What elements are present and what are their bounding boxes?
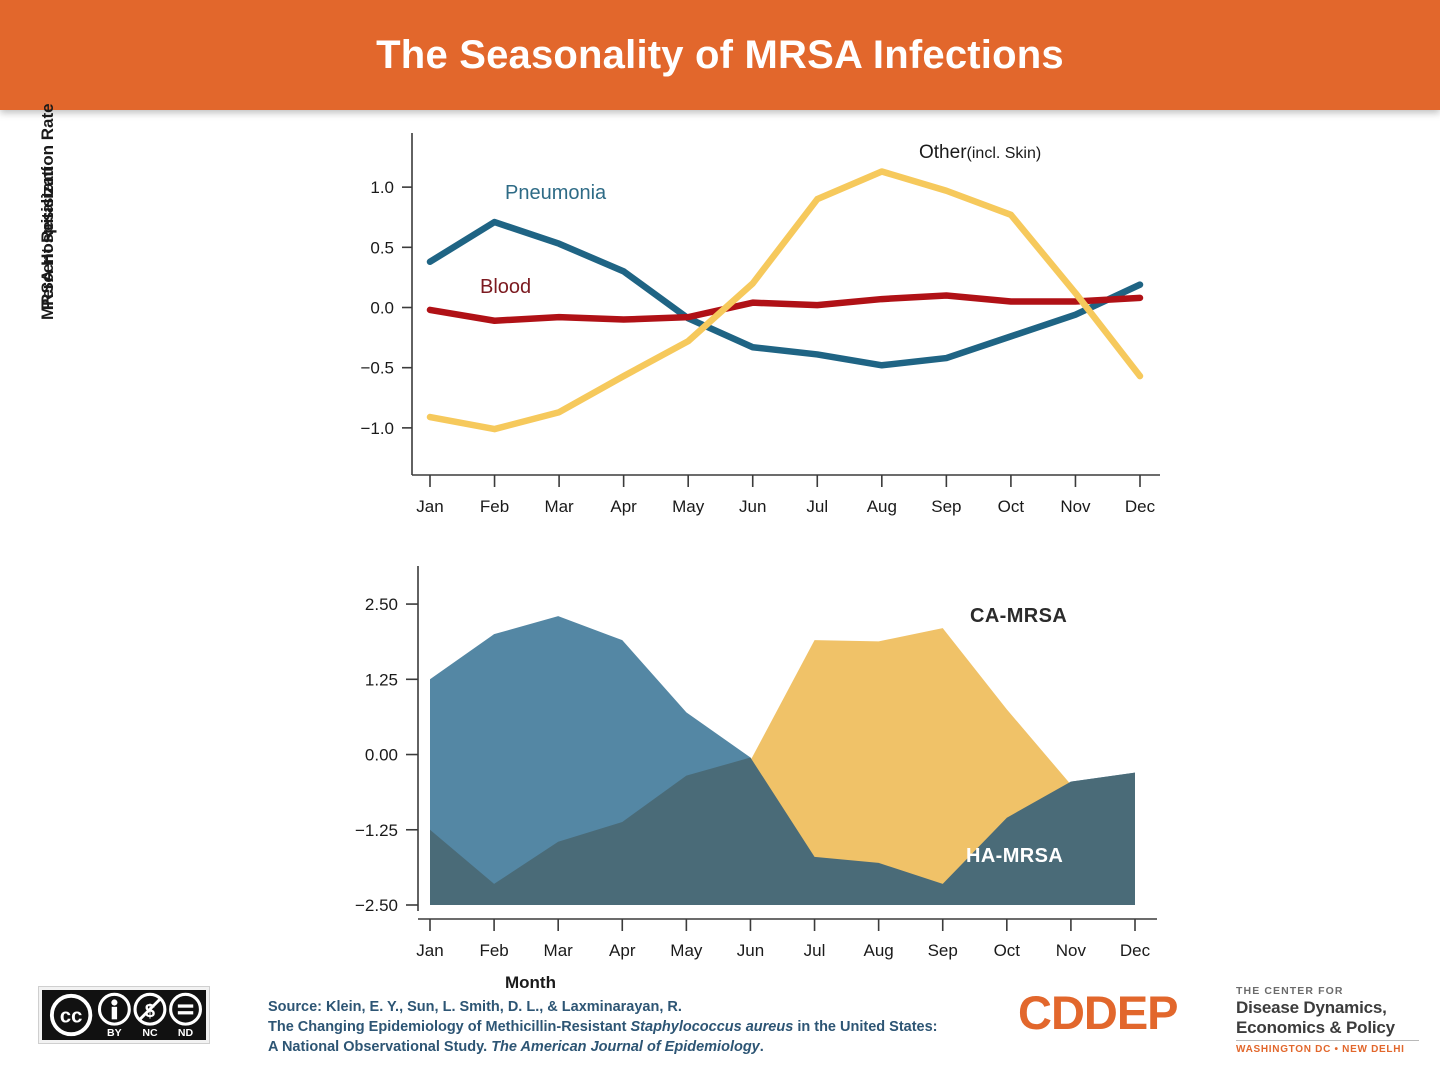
svg-text:Oct: Oct xyxy=(994,941,1021,960)
svg-text:Jun: Jun xyxy=(737,941,764,960)
cddep-divider xyxy=(1236,1040,1419,1041)
svg-text:1.0: 1.0 xyxy=(370,178,394,197)
bottom-chart-svg: 2.50 1.25 0.00 −1.25 −2.50 Jan Feb Mar Apr May Jun… xyxy=(355,566,1157,960)
svg-text:Mar: Mar xyxy=(544,941,574,960)
svg-text:Feb: Feb xyxy=(479,941,508,960)
svg-text:Sep: Sep xyxy=(928,941,958,960)
source-line-3-b: . xyxy=(759,1039,764,1055)
svg-text:Jul: Jul xyxy=(806,497,828,516)
svg-text:−1.25: −1.25 xyxy=(355,821,398,840)
svg-text:Jan: Jan xyxy=(416,497,443,516)
svg-text:Sep: Sep xyxy=(931,497,961,516)
source-line-1: Source: Klein, E. Y., Sun, L. Smith, D. … xyxy=(268,999,682,1015)
cddep-logo[interactable]: CDDEP THE CENTER FOR Disease Dynamics, E… xyxy=(1018,983,1421,1063)
svg-text:Aug: Aug xyxy=(864,941,894,960)
svg-text:Dec: Dec xyxy=(1120,941,1151,960)
series-label-ca-mrsa: CA-MRSA xyxy=(970,605,1068,627)
svg-text:Jun: Jun xyxy=(739,497,766,516)
svg-text:May: May xyxy=(672,497,705,516)
source-citation: Source: Klein, E. Y., Sun, L. Smith, D. … xyxy=(268,997,998,1057)
bottom-chart-y-axis-label: Percent Resistant xyxy=(38,166,57,310)
svg-text:0.00: 0.00 xyxy=(365,746,398,765)
cddep-tagline-line2: Disease Dynamics, xyxy=(1236,998,1387,1017)
bottom-chart-x-axis-label: Month xyxy=(505,973,556,992)
svg-text:Apr: Apr xyxy=(610,497,637,516)
source-line-3-a: A National Observational Study. xyxy=(268,1039,492,1055)
svg-text:Feb: Feb xyxy=(480,497,509,516)
series-label-blood: Blood xyxy=(480,276,532,298)
svg-text:Apr: Apr xyxy=(609,941,636,960)
source-line-2-b: in the United States: xyxy=(793,1019,938,1035)
bottom-chart-area-plot: 2.50 1.25 0.00 −1.25 −2.50 Jan Feb Mar Apr May Jun… xyxy=(270,560,1170,975)
series-label-other-sub: (incl. Skin) xyxy=(966,145,1042,162)
svg-text:BY: BY xyxy=(107,1027,122,1039)
cc-by-nc-nd-badge: cc BY $ NC ND xyxy=(38,986,210,1044)
source-line-2: The Changing Epidemiology of Methicillin… xyxy=(268,1017,998,1037)
svg-text:0.0: 0.0 xyxy=(370,299,394,318)
cddep-tagline: THE CENTER FOR Disease Dynamics, Economi… xyxy=(1236,985,1421,1038)
top-chart-line-plot: 1.0 0.5 0.0 −0.5 −1.0 Jan Feb Mar Apr May Jun Jul Au… xyxy=(270,125,1170,525)
svg-text:0.5: 0.5 xyxy=(370,238,394,257)
svg-text:Oct: Oct xyxy=(998,497,1025,516)
svg-text:2.50: 2.50 xyxy=(365,595,398,614)
cddep-wordmark: CDDEP xyxy=(1018,986,1179,1039)
series-label-pneumonia: Pneumonia xyxy=(505,182,607,204)
source-line-3-italic: The American Journal of Epidemiology xyxy=(491,1039,760,1055)
svg-text:cc: cc xyxy=(60,1006,82,1028)
cddep-cities: WASHINGTON DC • NEW DELHI xyxy=(1236,1044,1405,1055)
series-label-other: Other(incl. Skin) xyxy=(919,142,1041,164)
svg-text:1.25: 1.25 xyxy=(365,670,398,689)
svg-text:NC: NC xyxy=(142,1027,158,1039)
svg-text:Nov: Nov xyxy=(1060,497,1091,516)
svg-text:Jul: Jul xyxy=(804,941,826,960)
source-line-3: A National Observational Study. The Amer… xyxy=(268,1037,998,1057)
svg-text:−1.0: −1.0 xyxy=(360,419,394,438)
svg-text:Nov: Nov xyxy=(1056,941,1087,960)
svg-text:ND: ND xyxy=(178,1027,194,1039)
svg-text:−0.5: −0.5 xyxy=(360,359,394,378)
top-chart-svg: 1.0 0.5 0.0 −0.5 −1.0 Jan Feb Mar Apr May Jun Jul Au… xyxy=(360,133,1160,516)
cddep-tagline-line1: THE CENTER FOR xyxy=(1236,985,1344,997)
svg-text:Aug: Aug xyxy=(867,497,897,516)
source-line-2-italic: Staphylococcus aureus xyxy=(630,1019,794,1035)
series-label-ha-mrsa: HA-MRSA xyxy=(966,845,1064,867)
source-line-2-a: The Changing Epidemiology of Methicillin… xyxy=(268,1019,631,1035)
svg-text:Dec: Dec xyxy=(1125,497,1156,516)
cddep-tagline-line3: Economics & Policy xyxy=(1236,1018,1395,1037)
svg-text:Mar: Mar xyxy=(544,497,574,516)
header-banner: The Seasonality of MRSA Infections xyxy=(0,0,1440,110)
svg-text:Jan: Jan xyxy=(416,941,443,960)
cc-badge-icons: cc BY $ NC ND xyxy=(49,992,202,1039)
svg-text:May: May xyxy=(670,941,703,960)
series-label-other-main: Other xyxy=(919,142,967,163)
svg-text:−2.50: −2.50 xyxy=(355,896,398,915)
cc-badge-inner: cc BY $ NC ND xyxy=(42,990,206,1040)
page-title: The Seasonality of MRSA Infections xyxy=(376,33,1064,77)
